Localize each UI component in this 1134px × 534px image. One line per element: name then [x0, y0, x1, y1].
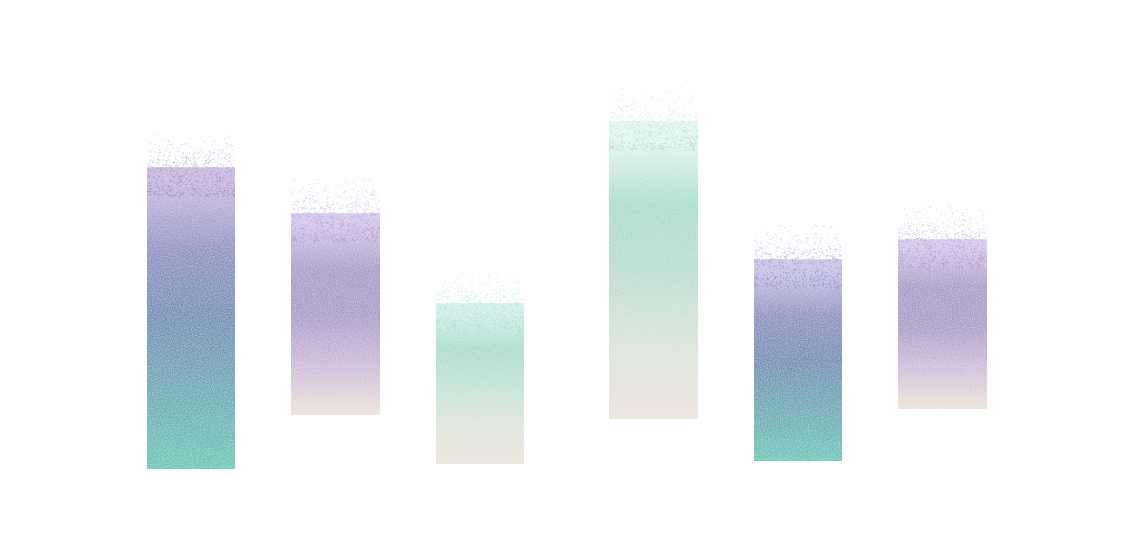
gradient-bar-3 [436, 268, 524, 464]
gradient-bar-2 [291, 178, 380, 415]
gradient-bar-graphic [436, 268, 524, 464]
gradient-bar-6 [898, 204, 987, 409]
gradient-bar-body [291, 213, 380, 415]
gradient-bar-5 [754, 224, 842, 461]
gradient-bar-graphic [609, 86, 698, 419]
gradient-bar-body [609, 121, 698, 419]
gradient-bar-speckle [147, 133, 235, 197]
gradient-bar-speckle [898, 204, 987, 269]
gradient-bar-body [754, 259, 842, 461]
gradient-bar-graphic [898, 204, 987, 409]
gradient-bar-speckle [754, 224, 842, 289]
gradient-bar-speckle [609, 86, 698, 151]
gradient-bar-body [147, 167, 235, 469]
gradient-bar-speckle [436, 268, 524, 333]
gradient-bar-graphic [291, 178, 380, 415]
gradient-bar-graphic [147, 133, 235, 469]
gradient-bar-4 [609, 86, 698, 419]
gradient-bar-graphic [754, 224, 842, 461]
gradient-bar-speckle [291, 178, 380, 243]
gradient-bar-1 [147, 132, 235, 469]
